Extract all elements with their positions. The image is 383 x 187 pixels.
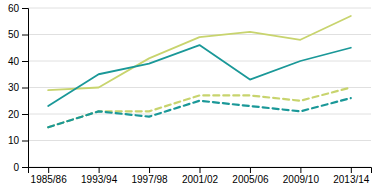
x-tick-mark (149, 167, 150, 173)
x-tick-mark (250, 167, 251, 173)
x-tick: 1997/98 (131, 167, 168, 185)
y-tick-mark (22, 141, 28, 142)
y-tick: 40 (8, 56, 28, 67)
lines (48, 16, 351, 127)
series-line (48, 45, 351, 106)
x-axis: 1985/86 1993/94 1997/98 2001/02 2005/06 2009/… (29, 167, 372, 185)
x-tick: 2001/02 (182, 167, 219, 185)
grid-line (28, 61, 371, 62)
chart: 0 10 20 30 40 50 60 1985/86 1993/94 1997/98 2001/0… (0, 0, 383, 187)
y-tick: 60 (8, 3, 28, 14)
series-line (48, 98, 351, 127)
series-line (48, 16, 351, 90)
grid-line (28, 34, 371, 35)
x-tick-label: 1997/98 (131, 174, 168, 185)
grid-line (28, 114, 371, 115)
x-tick-mark (99, 167, 100, 173)
x-tick-label: 1993/94 (81, 174, 118, 185)
x-tick-mark (200, 167, 201, 173)
x-tick-mark (300, 167, 301, 173)
y-tick-mark (22, 167, 28, 168)
x-tick-label: 1985/86 (31, 174, 68, 185)
y-tick-mark (22, 35, 28, 36)
y-tick-label: 10 (8, 135, 20, 146)
grid (28, 8, 371, 167)
y-axis: 0 10 20 30 40 50 60 (8, 3, 29, 173)
x-tick: 2013/14 (333, 167, 370, 185)
y-tick-label: 30 (8, 82, 20, 93)
x-tick-label: 2005/06 (232, 174, 269, 185)
grid-line (28, 8, 371, 9)
y-tick-label: 60 (8, 3, 20, 14)
x-tick-label: 2013/14 (333, 174, 370, 185)
y-tick: 50 (8, 29, 28, 40)
x-tick: 2009/10 (283, 167, 320, 185)
y-tick: 20 (8, 109, 28, 120)
y-tick: 30 (8, 82, 28, 93)
y-axis-line (22, 9, 29, 168)
plot: 0 10 20 30 40 50 60 1985/86 1993/94 1997/98 2001/0… (8, 3, 372, 185)
y-tick-mark (22, 114, 28, 115)
y-tick-label: 0 (13, 162, 19, 173)
x-axis-line (29, 168, 372, 174)
y-tick-mark (22, 61, 28, 62)
x-tick-mark (351, 167, 352, 173)
x-tick-label: 2001/02 (182, 174, 219, 185)
x-tick-mark (48, 167, 49, 173)
y-tick: 0 (13, 162, 28, 173)
grid-line (28, 140, 371, 141)
x-tick: 1993/94 (81, 167, 118, 185)
y-tick-label: 40 (8, 56, 20, 67)
series-line (48, 88, 351, 128)
y-tick-mark (22, 88, 28, 89)
y-tick-label: 20 (8, 109, 20, 120)
y-tick: 10 (8, 135, 28, 146)
y-tick-mark (22, 8, 28, 9)
x-tick: 2005/06 (232, 167, 269, 185)
y-tick-label: 50 (8, 29, 20, 40)
x-tick-label: 2009/10 (283, 174, 320, 185)
x-tick: 1985/86 (31, 167, 68, 185)
